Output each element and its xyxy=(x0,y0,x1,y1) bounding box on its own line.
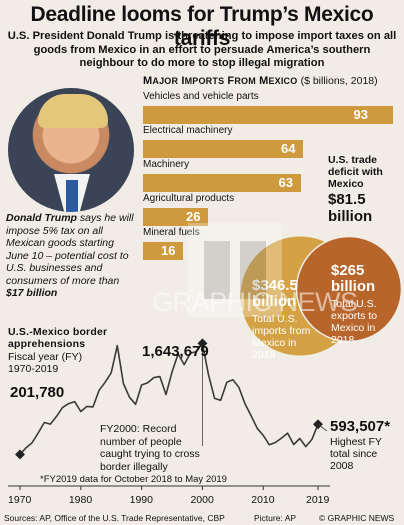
bar xyxy=(143,208,208,226)
annotation-2019-note: Highest FY total since 2008 xyxy=(330,436,382,472)
imports-title-text: MAJOR IMPORTS FROM MEXICO xyxy=(143,75,298,87)
bar xyxy=(143,174,301,192)
bar-value-label: 16 xyxy=(161,243,176,258)
trade-deficit: U.S. trade deficit with Mexico $81.5 bil… xyxy=(328,154,404,225)
annotation-2019-value: 593,507* xyxy=(330,418,391,435)
x-tick-label: 1980 xyxy=(68,494,93,506)
annotation-leader xyxy=(317,423,328,432)
imports-circle-label: $346.5 billion Total U.S. imports from M… xyxy=(252,278,318,362)
page-subtitle: U.S. President Donald Trump is threateni… xyxy=(7,30,397,69)
bar-category-label: Machinery xyxy=(143,159,190,170)
border-title-text: U.S.-Mexico border apprehensions xyxy=(8,326,108,350)
annotation-start-value: 201,780 xyxy=(10,384,65,401)
exports-circle xyxy=(295,235,403,343)
graphic-news-logo xyxy=(188,223,282,317)
x-tick-label: 2010 xyxy=(251,494,275,506)
bar-category-label: Electrical machinery xyxy=(143,125,233,136)
bar-value-label: 64 xyxy=(281,141,296,156)
quote-text: says he will impose 5% tax on all Mexica… xyxy=(6,212,134,287)
imports-chart-title: MAJOR IMPORTS FROM MEXICO ($ billions, 2… xyxy=(143,75,378,87)
imports-desc: Total U.S. imports from Mexico in 2018 xyxy=(252,313,311,361)
sources: Sources: AP, Office of the U.S. Trade Re… xyxy=(4,513,225,523)
x-tick-label: 2019 xyxy=(306,494,330,506)
imports-unit: ($ billions, 2018) xyxy=(300,75,378,87)
copyright: © GRAPHIC NEWS xyxy=(319,513,395,523)
line-chart-title: U.S.-Mexico border apprehensions xyxy=(8,326,148,350)
line-marker xyxy=(197,338,208,349)
bar-value-label: 63 xyxy=(278,175,293,190)
footnote: *FY2019 data for October 2018 to May 201… xyxy=(40,474,227,485)
bar-category-label: Mineral fuels xyxy=(143,227,200,238)
bar xyxy=(143,106,393,124)
bar-value-label: 26 xyxy=(186,209,201,224)
exports-amount: $265 billion xyxy=(331,262,376,295)
bar-value-label: 93 xyxy=(353,107,368,122)
exports-desc: Total U.S. exports to Mexico in 2018 xyxy=(331,298,378,346)
apprehensions-line xyxy=(19,342,319,456)
annotation-fy2000-text: FY2000: Record number of people caught t… xyxy=(100,423,200,473)
x-tick-label: 1970 xyxy=(8,494,32,506)
picture-credit: Picture: AP xyxy=(254,513,297,523)
page-title: Deadline looms for Trump’s Mexico tariff… xyxy=(30,3,374,50)
deficit-amount: $81.5 billion xyxy=(328,191,373,225)
quote-name: Donald Trump xyxy=(6,212,77,224)
exports-circle-label: $265 billion Total U.S. exports to Mexic… xyxy=(331,262,401,347)
footer: Sources: AP, Office of the U.S. Trade Re… xyxy=(0,510,404,525)
annotation-peak-value: 1,643,679 xyxy=(142,343,209,360)
x-tick-label: 2000 xyxy=(190,494,214,506)
deficit-label: U.S. trade deficit with Mexico xyxy=(328,154,383,190)
watermark-text: GRAPHIC NEWS xyxy=(152,287,358,317)
trump-quote: Donald Trump says he will impose 5% tax … xyxy=(6,212,136,300)
bar-category-label: Agricultural products xyxy=(143,193,235,204)
bar xyxy=(143,140,303,158)
bar-category-label: Vehicles and vehicle parts xyxy=(143,91,259,102)
line-chart-subtitle: Fiscal year (FY) 1970-2019 xyxy=(8,351,83,375)
bar xyxy=(143,242,183,260)
trump-portrait xyxy=(8,88,134,212)
quote-amount: $17 billion xyxy=(6,287,58,299)
x-tick-label: 1990 xyxy=(129,494,153,506)
imports-amount: $346.5 billion xyxy=(252,278,318,310)
annotation-fy2000: FY2000: Record number of people caught t… xyxy=(100,423,210,473)
